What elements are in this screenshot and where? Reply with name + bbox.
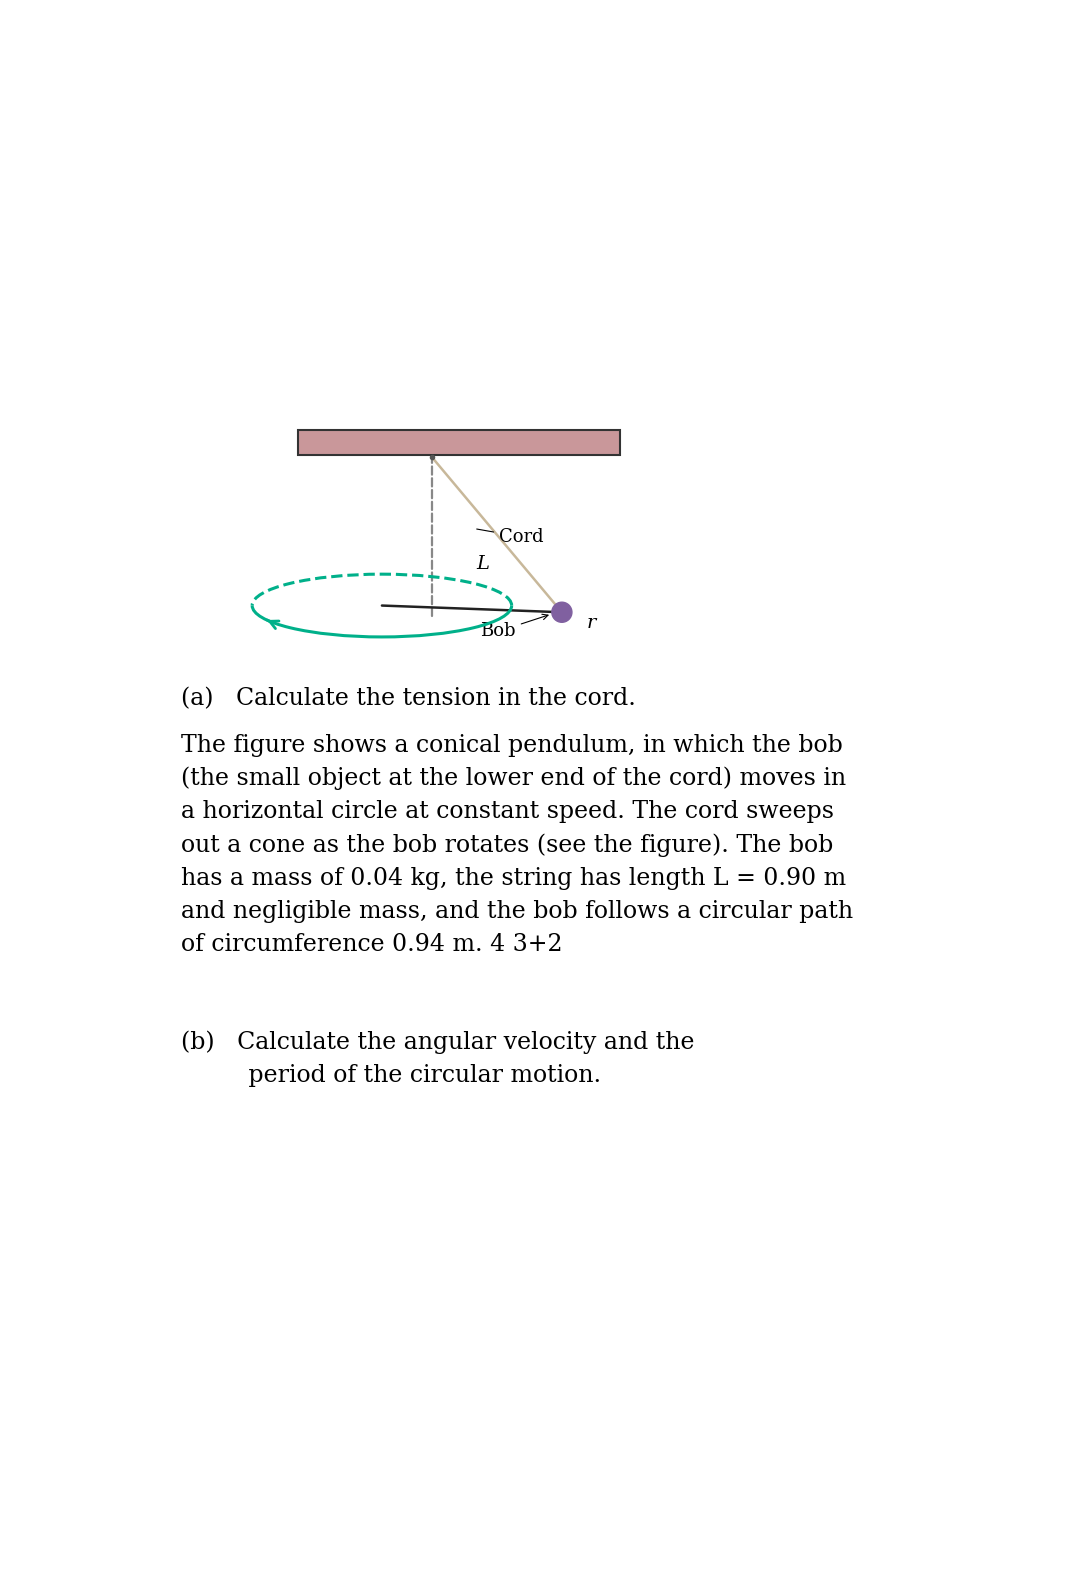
Text: L: L xyxy=(476,555,489,572)
Text: Cord: Cord xyxy=(476,528,543,546)
Text: (a)   Calculate the tension in the cord.: (a) Calculate the tension in the cord. xyxy=(181,688,636,711)
Circle shape xyxy=(552,602,572,623)
Text: Bob: Bob xyxy=(481,615,548,640)
Text: The figure shows a conical pendulum, in which the bob
(the small object at the l: The figure shows a conical pendulum, in … xyxy=(181,733,853,956)
Text: (b)   Calculate the angular velocity and the
         period of the circular mot: (b) Calculate the angular velocity and t… xyxy=(181,1031,694,1087)
Text: r: r xyxy=(588,613,596,632)
Bar xyxy=(298,431,620,454)
